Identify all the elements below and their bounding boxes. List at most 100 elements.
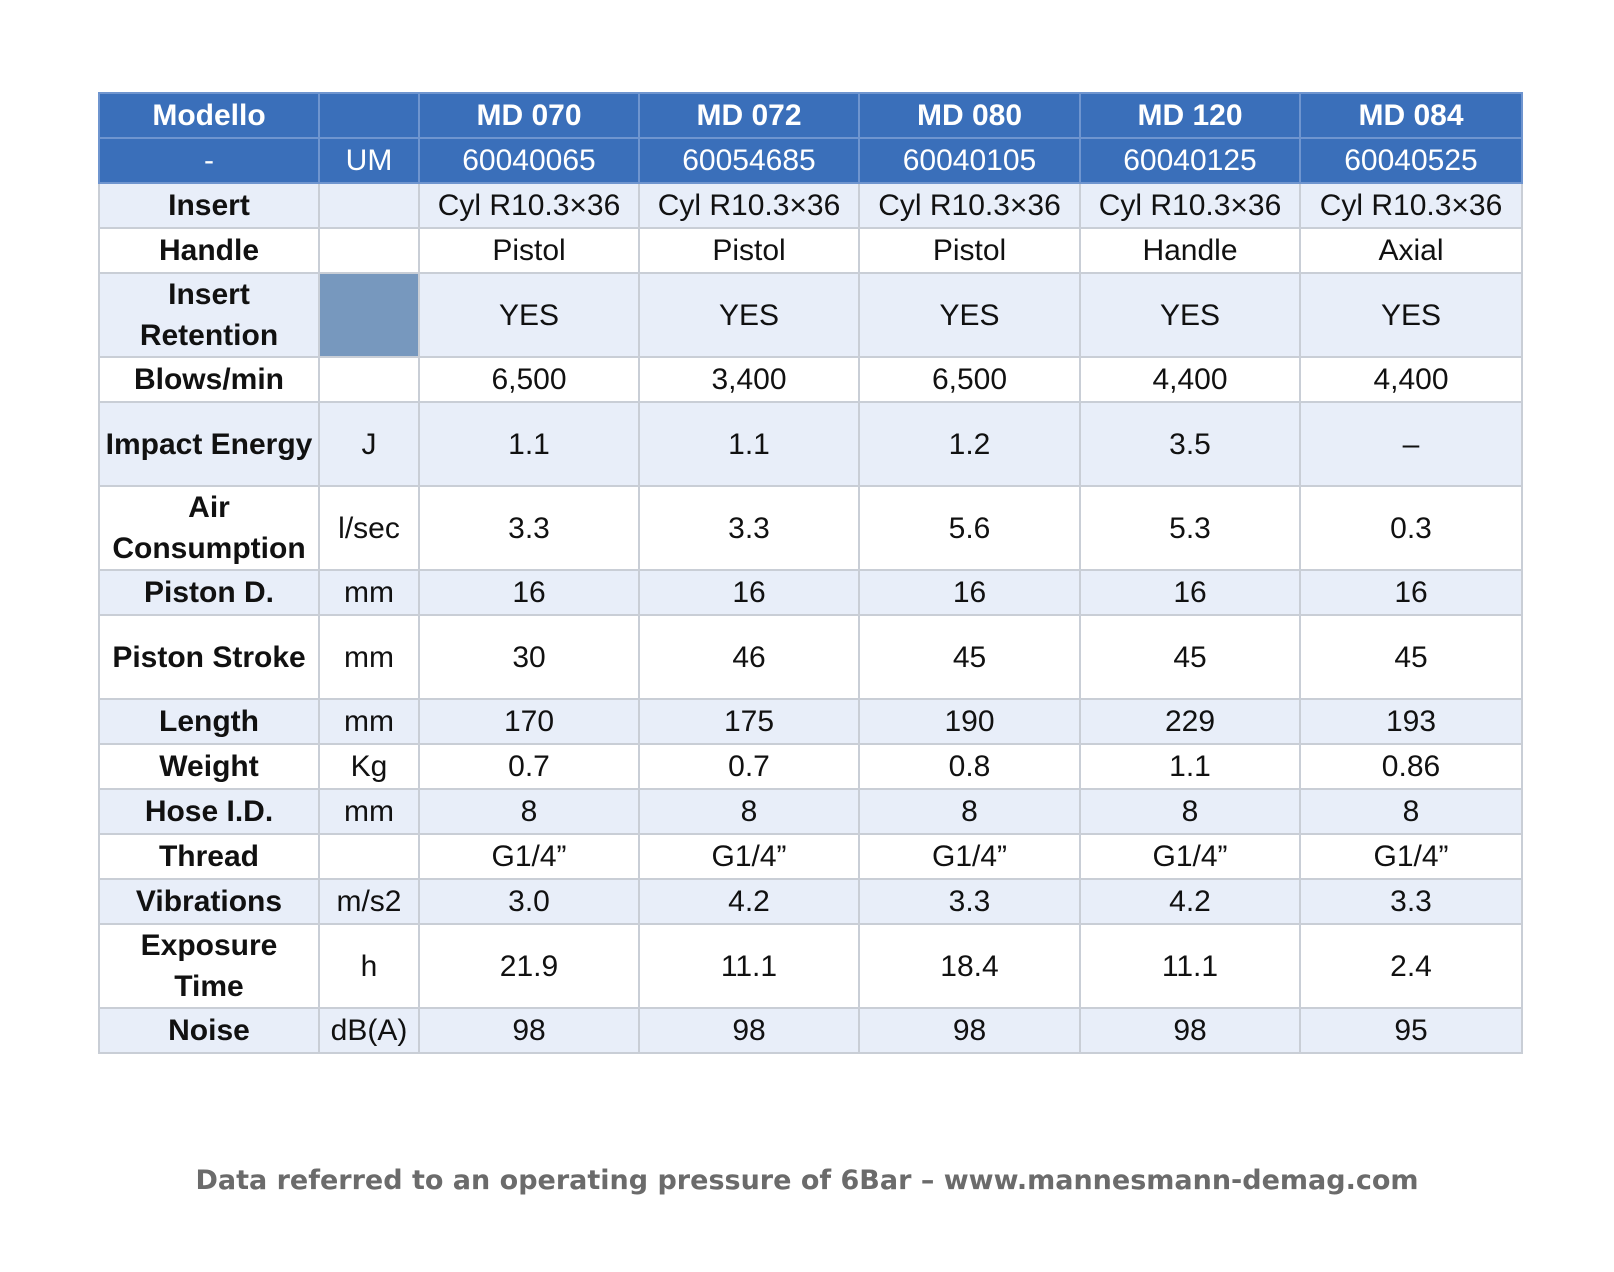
row-value: 6,500 xyxy=(858,356,1081,403)
row-value: Pistol xyxy=(638,227,860,274)
row-label: Piston Stroke xyxy=(98,614,320,700)
footer-note: Data referred to an operating pressure o… xyxy=(195,1165,1419,1196)
row-value: YES xyxy=(638,272,860,358)
row-value: Cyl R10.3×36 xyxy=(1079,182,1301,229)
code-header-label: - xyxy=(98,137,320,184)
row-unit: J xyxy=(318,401,420,487)
row-value: 3.3 xyxy=(638,485,860,571)
row-value: 0.7 xyxy=(638,743,860,790)
row-value: G1/4” xyxy=(638,833,860,880)
row-value: Cyl R10.3×36 xyxy=(858,182,1081,229)
table-row: Vibrations m/s2 3.0 4.2 3.3 4.2 3.3 xyxy=(98,878,1523,925)
row-label: Vibrations xyxy=(98,878,320,925)
model-header-row: Modello MD 070 MD 072 MD 080 MD 120 MD 0… xyxy=(98,92,1523,139)
row-value: 0.86 xyxy=(1299,743,1523,790)
table-row: Piston Stroke mm 30 46 45 45 45 xyxy=(98,614,1523,700)
model-code: 60040525 xyxy=(1299,137,1523,184)
row-value: 3.3 xyxy=(418,485,640,571)
row-value: 21.9 xyxy=(418,923,640,1009)
row-value: Handle xyxy=(1079,227,1301,274)
row-value: G1/4” xyxy=(858,833,1081,880)
row-value: 11.1 xyxy=(638,923,860,1009)
row-value: 6,500 xyxy=(418,356,640,403)
row-value: 170 xyxy=(418,698,640,745)
row-value: Axial xyxy=(1299,227,1523,274)
row-unit xyxy=(318,356,420,403)
model-name: MD 070 xyxy=(418,92,640,139)
table-row: Impact Energy J 1.1 1.1 1.2 3.5– xyxy=(98,401,1523,487)
row-value: Cyl R10.3×36 xyxy=(1299,182,1523,229)
row-value: G1/4” xyxy=(418,833,640,880)
spec-table: Modello MD 070 MD 072 MD 080 MD 120 MD 0… xyxy=(98,92,1523,1054)
row-label: Noise xyxy=(98,1007,320,1054)
row-value: 98 xyxy=(418,1007,640,1054)
model-code: 60040125 xyxy=(1079,137,1301,184)
row-value: 2.4 xyxy=(1299,923,1523,1009)
row-value: – xyxy=(1299,401,1523,487)
row-value: YES xyxy=(418,272,640,358)
table-row: Exposure Time h 21.9 11.1 18.4 11.1 2.4 xyxy=(98,923,1523,1009)
row-unit: mm xyxy=(318,614,420,700)
row-value: 46 xyxy=(638,614,860,700)
model-code: 60054685 xyxy=(638,137,860,184)
row-unit: dB(A) xyxy=(318,1007,420,1054)
row-label: Insert xyxy=(98,182,320,229)
row-unit: m/s2 xyxy=(318,878,420,925)
row-unit: Kg xyxy=(318,743,420,790)
row-label: Exposure Time xyxy=(98,923,320,1009)
row-value: G1/4” xyxy=(1299,833,1523,880)
row-value: 1.1 xyxy=(1079,743,1301,790)
row-value: 0.3 xyxy=(1299,485,1523,571)
row-value: 3.3 xyxy=(1299,878,1523,925)
row-value: G1/4” xyxy=(1079,833,1301,880)
row-value: 95 xyxy=(1299,1007,1523,1054)
table-row: Blows/min 6,500 3,400 6,500 4,400 4,400 xyxy=(98,356,1523,403)
row-value: 98 xyxy=(638,1007,860,1054)
row-value: 3,400 xyxy=(638,356,860,403)
model-code: 60040065 xyxy=(418,137,640,184)
row-label: Handle xyxy=(98,227,320,274)
model-header-label: Modello xyxy=(98,92,320,139)
row-label: Weight xyxy=(98,743,320,790)
code-header-row: - UM 60040065 60054685 60040105 60040125… xyxy=(98,137,1523,184)
row-value: 1.2 xyxy=(858,401,1081,487)
row-value: 8 xyxy=(1299,788,1523,835)
row-label: Piston D. xyxy=(98,569,320,616)
table-row: Weight Kg 0.7 0.7 0.8 1.1 0.86 xyxy=(98,743,1523,790)
row-value: 0.7 xyxy=(418,743,640,790)
row-value: 98 xyxy=(1079,1007,1301,1054)
model-header-unit xyxy=(318,92,420,139)
row-value: 8 xyxy=(638,788,860,835)
table-row: Insert Cyl R10.3×36 Cyl R10.3×36 Cyl R10.3×… xyxy=(98,182,1523,229)
row-value: 16 xyxy=(858,569,1081,616)
row-label: Air Consumption xyxy=(98,485,320,571)
row-value: 3.3 xyxy=(858,878,1081,925)
model-name: MD 072 xyxy=(638,92,860,139)
spec-table-body: Modello MD 070 MD 072 MD 080 MD 120 MD 0… xyxy=(98,92,1523,1054)
row-value: 45 xyxy=(1079,614,1301,700)
row-unit xyxy=(318,227,420,274)
row-value: 1.1 xyxy=(638,401,860,487)
row-value: 11.1 xyxy=(1079,923,1301,1009)
model-name: MD 120 xyxy=(1079,92,1301,139)
code-header-unit: UM xyxy=(318,137,420,184)
row-unit xyxy=(318,833,420,880)
row-value: YES xyxy=(858,272,1081,358)
row-unit xyxy=(318,182,420,229)
model-name: MD 080 xyxy=(858,92,1081,139)
row-value: 4.2 xyxy=(1079,878,1301,925)
row-value: YES xyxy=(1299,272,1523,358)
table-row: Piston D. mm 16 16 16 16 16 xyxy=(98,569,1523,616)
row-unit: l/sec xyxy=(318,485,420,571)
row-label: Thread xyxy=(98,833,320,880)
unit-swatch xyxy=(318,272,420,358)
table-row: Air Consumption l/sec 3.3 3.3 5.6 5.3 0.3 xyxy=(98,485,1523,571)
row-label: Hose I.D. xyxy=(98,788,320,835)
table-row: Insert Retention YES YES YES YES YES xyxy=(98,272,1523,358)
row-value: 8 xyxy=(418,788,640,835)
row-value: 3.5 xyxy=(1079,401,1301,487)
row-value: 98 xyxy=(858,1007,1081,1054)
row-value: 45 xyxy=(1299,614,1523,700)
row-value: 1.1 xyxy=(418,401,640,487)
row-value: 3.0 xyxy=(418,878,640,925)
